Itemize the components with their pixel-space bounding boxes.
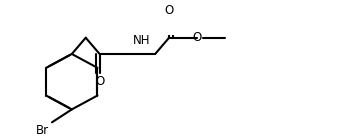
- Text: O: O: [95, 75, 104, 87]
- Text: Br: Br: [36, 124, 49, 137]
- Text: NH: NH: [132, 34, 150, 47]
- Text: O: O: [165, 4, 174, 17]
- Text: O: O: [192, 31, 202, 44]
